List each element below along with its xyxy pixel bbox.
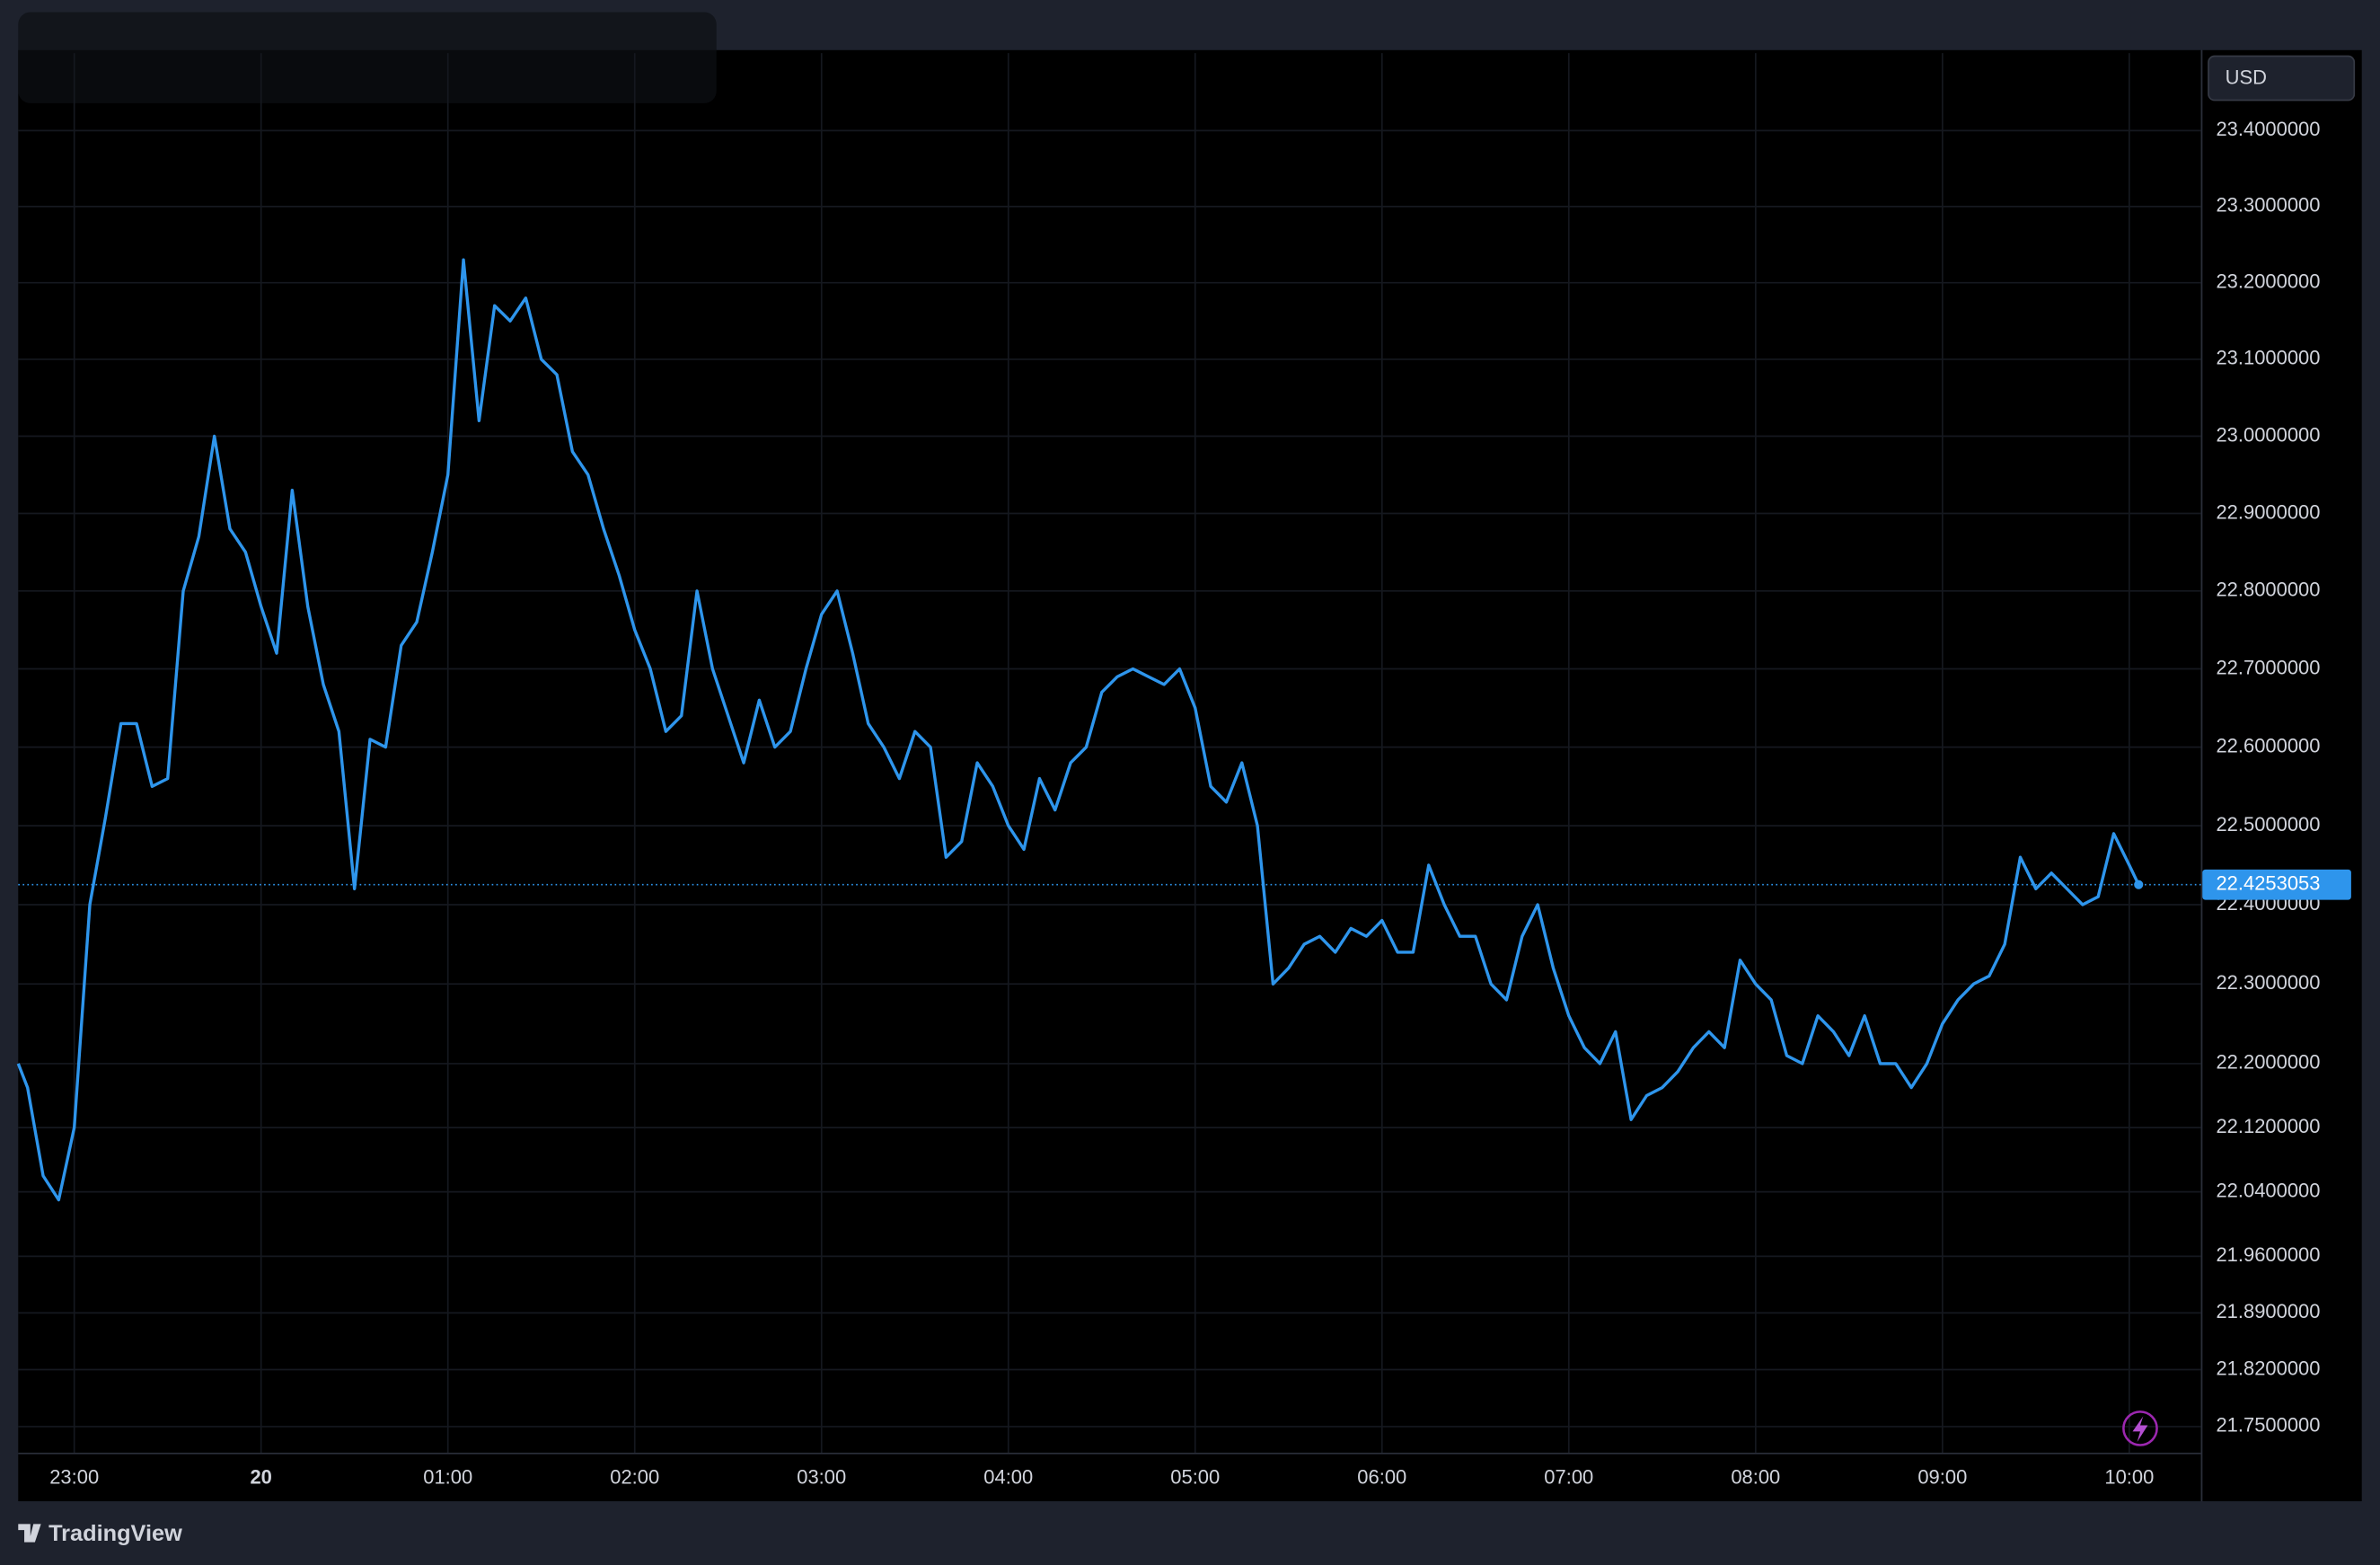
y-tick-label: 21.8900000 bbox=[2216, 1300, 2320, 1322]
x-tick-label: 20 bbox=[250, 1465, 271, 1488]
y-tick-label: 23.4000000 bbox=[2216, 118, 2320, 140]
y-tick-label: 22.7000000 bbox=[2216, 656, 2320, 678]
y-tick-label: 23.1000000 bbox=[2216, 347, 2320, 369]
x-tick-label: 06:00 bbox=[1357, 1465, 1406, 1488]
series bbox=[16, 258, 2201, 1202]
axis-labels: 23.4000000 23.3000000 23.2000000 23.1000000… bbox=[49, 118, 2351, 1488]
price-line bbox=[16, 258, 2140, 1202]
y-tick-label: 22.2000000 bbox=[2216, 1051, 2320, 1074]
last-price-label: 22.4253053 bbox=[2216, 872, 2320, 895]
grid bbox=[18, 53, 2201, 1453]
y-tick-label: 21.7500000 bbox=[2216, 1414, 2320, 1437]
logo-mark bbox=[18, 1524, 41, 1543]
currency-button[interactable] bbox=[2208, 55, 2356, 102]
blurred-legend bbox=[18, 12, 717, 103]
price-axis-border bbox=[2200, 49, 2203, 1502]
y-tick-label: 22.3000000 bbox=[2216, 971, 2320, 994]
last-price-tag bbox=[2202, 869, 2351, 900]
x-tick-label: 04:00 bbox=[983, 1465, 1033, 1488]
y-tick-label: 22.9000000 bbox=[2216, 500, 2320, 523]
logo-text: TradingView bbox=[48, 1521, 182, 1546]
y-tick-label: 23.2000000 bbox=[2216, 270, 2320, 293]
y-tick-label: 22.8000000 bbox=[2216, 579, 2320, 601]
y-tick-label: 23.3000000 bbox=[2216, 194, 2320, 217]
y-tick-label: 22.6000000 bbox=[2216, 734, 2320, 756]
x-tick-label: 23:00 bbox=[49, 1465, 99, 1488]
y-tick-label: 22.1200000 bbox=[2216, 1115, 2320, 1137]
x-tick-label: 05:00 bbox=[1170, 1465, 1220, 1488]
plot-panel bbox=[18, 49, 2201, 1502]
x-tick-label: 08:00 bbox=[1731, 1465, 1780, 1488]
x-tick-label: 10:00 bbox=[2104, 1465, 2154, 1488]
x-tick-label: 02:00 bbox=[610, 1465, 659, 1488]
logo: TradingView bbox=[18, 1521, 182, 1546]
y-tick-label: 21.9600000 bbox=[2216, 1243, 2320, 1266]
time-axis-border bbox=[18, 1452, 2201, 1454]
y-tick-label: 23.0000000 bbox=[2216, 423, 2320, 446]
lightning-bolt bbox=[2132, 1416, 2148, 1443]
x-tick-label: 03:00 bbox=[797, 1465, 846, 1488]
last-point bbox=[2134, 880, 2144, 889]
y-tick-label: 22.0400000 bbox=[2216, 1179, 2320, 1201]
y-tick-label: 22.5000000 bbox=[2216, 813, 2320, 836]
price-axis-panel bbox=[2202, 49, 2362, 1502]
currency-label: USD bbox=[2226, 66, 2267, 89]
x-tick-label: 07:00 bbox=[1544, 1465, 1593, 1488]
x-tick-label: 01:00 bbox=[423, 1465, 472, 1488]
lightning-icon[interactable] bbox=[2122, 1410, 2158, 1446]
x-tick-label: 09:00 bbox=[1917, 1465, 1967, 1488]
y-tick-label: 21.8200000 bbox=[2216, 1357, 2320, 1379]
